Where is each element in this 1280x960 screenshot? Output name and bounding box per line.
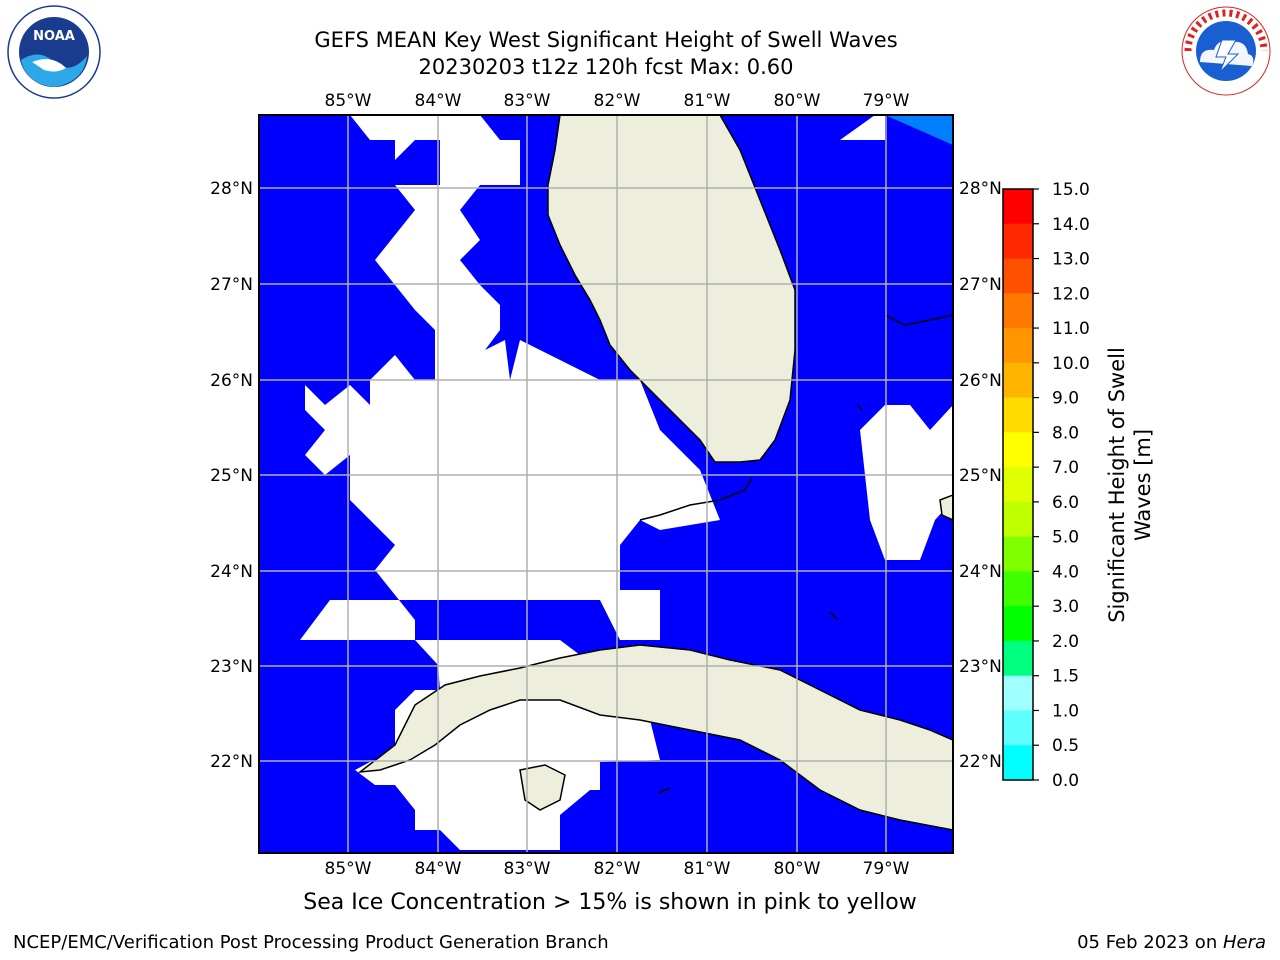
lon-label-bottom: 85°W xyxy=(325,859,372,879)
footer-date: 05 Feb 2023 on Hera xyxy=(1077,932,1266,953)
colorbar-segment xyxy=(1003,293,1033,329)
lon-label-bottom: 81°W xyxy=(684,859,731,879)
colorbar-tick-label: 10.0 xyxy=(1052,354,1090,374)
colorbar-segment xyxy=(1003,397,1033,433)
colorbar-segment xyxy=(1003,640,1033,677)
colorbar-segment xyxy=(1003,362,1033,399)
lon-label-top: 82°W xyxy=(594,91,641,111)
florida-peninsula xyxy=(547,115,796,463)
colorbar-tick-label: 15.0 xyxy=(1052,180,1090,200)
lat-label-left: 25°N xyxy=(210,466,253,486)
colorbar-tick-label: 0.0 xyxy=(1052,771,1079,791)
map-title-line2: 20230203 t12z 120h fcst Max: 0.60 xyxy=(418,55,794,79)
colorbar-segment xyxy=(1003,606,1033,642)
isla-de-la-juventud xyxy=(519,764,566,811)
noaa-logo: NOAA xyxy=(7,5,101,99)
noaa-logo-text: NOAA xyxy=(33,29,75,44)
lat-label-right: 24°N xyxy=(959,562,1002,582)
colorbar-segment xyxy=(1003,467,1033,503)
map-figure: 85°W 84°W 83°W 82°W 81°W 80°W 79°W 85°W … xyxy=(210,91,1155,879)
florida-keys xyxy=(639,314,953,794)
colorbar-label-line2: Waves [m] xyxy=(1131,429,1155,541)
colorbar-tick-label: 6.0 xyxy=(1052,493,1079,513)
lon-label-bottom: 84°W xyxy=(415,859,462,879)
footer-machine: Hera xyxy=(1222,932,1266,953)
colorbar-segment xyxy=(1003,189,1033,225)
colorbar-tick-label: 3.0 xyxy=(1052,597,1079,617)
footer-date-text: 05 Feb 2023 on xyxy=(1077,932,1223,953)
lon-label-top: 84°W xyxy=(415,91,462,111)
bahamas-andros xyxy=(939,494,953,521)
colorbar-tick-label: 12.0 xyxy=(1052,284,1090,304)
colorbar-tick-label: 9.0 xyxy=(1052,389,1079,409)
colorbar-tick-label: 14.0 xyxy=(1052,215,1090,235)
lat-label-left: 24°N xyxy=(210,562,253,582)
colorbar-tick-label: 8.0 xyxy=(1052,423,1079,443)
graticule xyxy=(259,115,953,853)
colorbar-segment xyxy=(1003,710,1033,746)
lon-label-bottom: 80°W xyxy=(774,859,821,879)
colorbar-segment xyxy=(1003,571,1033,607)
colorbar-tick-label: 13.0 xyxy=(1052,250,1090,270)
lon-label-top: 80°W xyxy=(774,91,821,111)
colorbar-tick-label: 1.0 xyxy=(1052,701,1079,721)
lat-label-right: 26°N xyxy=(959,371,1002,391)
swell-patch-0-5 xyxy=(885,115,953,145)
colorbar: 15.0 14.0 13.0 12.0 11.0 10.0 9.0 8.0 7.0 6.0 5.0 4… xyxy=(1002,180,1090,791)
land xyxy=(357,115,953,831)
lat-label-right: 28°N xyxy=(959,179,1002,199)
lon-label-bottom: 83°W xyxy=(504,859,551,879)
colorbar-segment xyxy=(1003,745,1033,781)
no-data-regions xyxy=(300,115,953,850)
colorbar-segment xyxy=(1003,258,1033,294)
lat-label-left: 28°N xyxy=(210,179,253,199)
lon-label-top: 83°W xyxy=(504,91,551,111)
lat-label-right: 22°N xyxy=(959,752,1002,772)
map-title-line1: GEFS MEAN Key West Significant Height of… xyxy=(314,28,898,52)
colorbar-tick-label: 11.0 xyxy=(1052,319,1090,339)
nws-logo xyxy=(1180,5,1272,97)
colorbar-label-line1: Significant Height of Swell xyxy=(1105,347,1129,623)
lat-label-left: 27°N xyxy=(210,275,253,295)
lon-label-bottom: 79°W xyxy=(863,859,910,879)
map-frame xyxy=(258,114,954,854)
colorbar-tick-label: 1.5 xyxy=(1052,667,1079,687)
lat-label-right: 25°N xyxy=(959,466,1002,486)
colorbar-tick-label: 2.0 xyxy=(1052,632,1079,652)
sea-ice-caption: Sea Ice Concentration > 15% is shown in … xyxy=(303,890,917,915)
lon-label-top: 81°W xyxy=(684,91,731,111)
colorbar-segment xyxy=(1003,432,1033,468)
colorbar-segment xyxy=(1003,223,1033,260)
colorbar-tick-label: 7.0 xyxy=(1052,458,1079,478)
colorbar-tick-label: 0.5 xyxy=(1052,736,1079,756)
colorbar-tick-label: 5.0 xyxy=(1052,528,1079,548)
lat-label-left: 26°N xyxy=(210,371,253,391)
lat-label-left: 23°N xyxy=(210,657,253,677)
lat-label-right: 27°N xyxy=(959,275,1002,295)
colorbar-frame xyxy=(1002,188,1034,781)
colorbar-tick-label: 4.0 xyxy=(1052,562,1079,582)
lat-label-right: 23°N xyxy=(959,657,1002,677)
lon-label-top: 85°W xyxy=(325,91,372,111)
lon-label-bottom: 82°W xyxy=(594,859,641,879)
lon-label-top: 79°W xyxy=(863,91,910,111)
colorbar-segment xyxy=(1003,501,1033,538)
cuba xyxy=(357,644,953,831)
footer-credit: NCEP/EMC/Verification Post Processing Pr… xyxy=(13,932,609,953)
colorbar-segment xyxy=(1003,328,1033,364)
colorbar-segment xyxy=(1003,675,1033,711)
lat-label-left: 22°N xyxy=(210,752,253,772)
colorbar-segment xyxy=(1003,536,1033,572)
